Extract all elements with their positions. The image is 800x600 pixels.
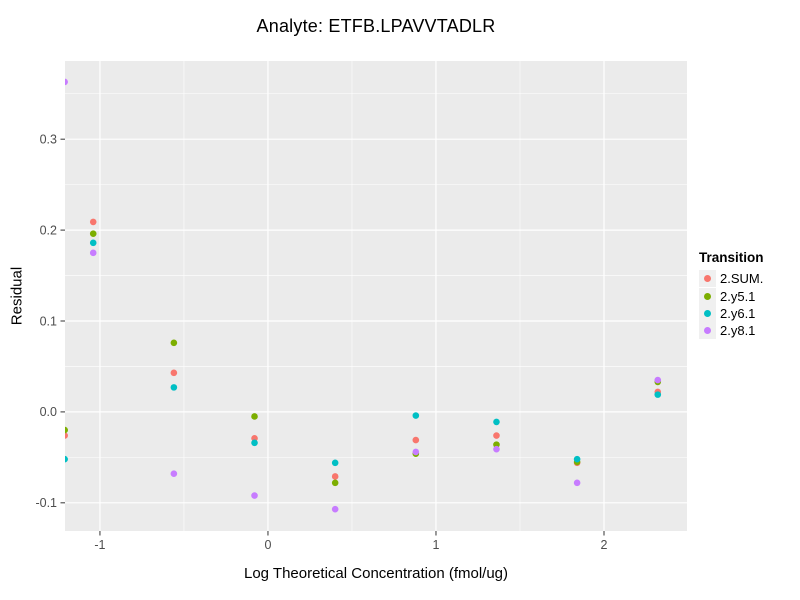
data-point-2-y8-1	[331, 505, 339, 513]
data-point-2-SUM-	[493, 432, 500, 439]
legend-items: 2.SUM. 2.y5.1 2.y6.1 2.y8.1	[699, 270, 799, 340]
y-tick-label: 0.2	[40, 223, 57, 237]
data-point-2-SUM-	[170, 369, 178, 377]
data-point-2-y5-1	[89, 230, 97, 238]
data-point-2-y8-1	[65, 78, 68, 86]
y-tick-label: 0.3	[40, 132, 57, 146]
x-tick-label: 1	[433, 538, 440, 552]
data-point-2-SUM-	[251, 434, 258, 442]
data-point-2-y5-1	[170, 339, 178, 347]
legend-item-label: 2.SUM.	[720, 271, 764, 287]
legend-key	[699, 322, 716, 340]
legend-key	[699, 270, 716, 288]
data-point-2-y5-1	[493, 441, 500, 448]
data-point-2-y6-1	[493, 418, 500, 426]
legend-item-2-y6-1: 2.y6.1	[699, 304, 799, 322]
x-tick-label: 0	[264, 538, 271, 552]
y-tick-label: 0.1	[40, 314, 57, 328]
data-point-2-y8-1	[493, 445, 500, 453]
data-point-2-SUM-	[89, 218, 97, 226]
y-tick-label: 0.0	[40, 405, 57, 419]
data-point-2-SUM-	[331, 473, 339, 480]
data-point-2-y6-1	[251, 439, 258, 447]
data-point-2-y8-1	[89, 249, 97, 257]
plot-panel	[65, 61, 687, 531]
legend-title: Transition	[699, 250, 764, 265]
x-tick-label: 2	[601, 538, 608, 552]
legend-key	[699, 287, 716, 305]
y-tick-label: -0.1	[35, 496, 57, 510]
data-point-2-y5-1	[65, 426, 68, 434]
legend-item-label: 2.y6.1	[720, 305, 756, 321]
data-point-2-y6-1	[412, 412, 420, 419]
legend-item-label: 2.y5.1	[720, 288, 756, 304]
data-point-2-y8-1	[251, 492, 258, 499]
data-point-2-y8-1	[573, 479, 581, 487]
legend: Transition 2.SUM. 2.y5.1 2.y6.1 2.y8.1	[699, 250, 799, 340]
legend-key	[699, 304, 716, 322]
data-point-2-y6-1	[654, 391, 662, 398]
x-axis-title: Log Theoretical Concentration (fmol/ug)	[243, 565, 509, 582]
data-point-2-SUM-	[65, 432, 68, 439]
legend-item-2-y5-1: 2.y5.1	[699, 287, 799, 305]
data-point-2-y8-1	[170, 470, 178, 478]
legend-item-2-y8-1: 2.y8.1	[699, 322, 799, 340]
data-point-2-y6-1	[573, 455, 581, 463]
data-point-2-y6-1	[65, 455, 68, 463]
legend-item-label: 2.y8.1	[720, 323, 756, 339]
panel-contents	[65, 61, 687, 531]
data-point-2-y6-1	[89, 239, 97, 247]
legend-item-2-SUM-: 2.SUM.	[699, 270, 799, 288]
legend-dot-icon	[704, 275, 711, 283]
data-point-2-y8-1	[654, 376, 662, 384]
data-point-2-SUM-	[412, 436, 420, 444]
data-point-2-y5-1	[251, 413, 258, 420]
data-point-2-y6-1	[331, 459, 339, 467]
legend-dot-icon	[704, 292, 711, 300]
legend-dot-icon	[704, 309, 711, 317]
x-tick-label: -1	[94, 538, 105, 552]
data-point-2-y6-1	[170, 384, 178, 391]
data-point-2-y5-1	[331, 479, 339, 487]
plot-title: Analyte: ETFB.LPAVVTADLR	[256, 16, 496, 36]
data-point-2-y8-1	[412, 448, 420, 456]
legend-dot-icon	[704, 327, 711, 335]
